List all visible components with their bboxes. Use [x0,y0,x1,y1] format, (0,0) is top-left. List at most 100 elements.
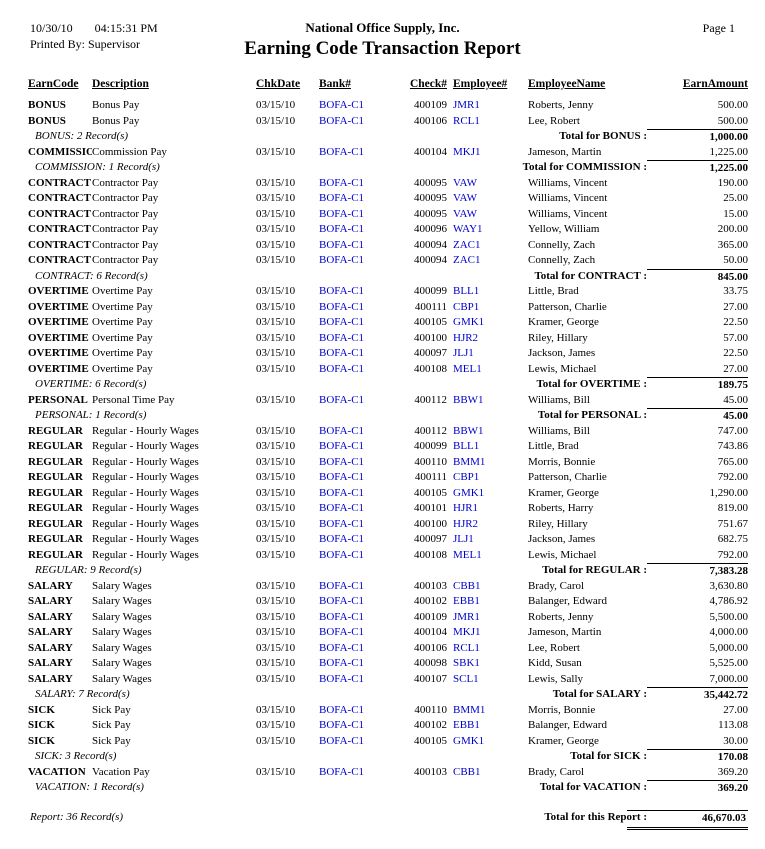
bank-link[interactable]: BOFA-C1 [319,719,365,731]
bank-link[interactable]: BOFA-C1 [319,300,365,313]
employee-number-link[interactable]: CBB1 [453,579,481,592]
description-cell: Sick Pay [92,703,131,716]
bank-link[interactable]: BOFA-C1 [319,207,365,220]
employee-number-link[interactable]: BLL1 [453,285,480,297]
employee-number-link[interactable]: GMK1 [453,316,485,328]
earn-code-cell: REGULAR [28,486,84,499]
bank-link[interactable]: BOFA-C1 [319,626,365,638]
employee-number-link[interactable]: CBP1 [453,300,480,313]
bank-link[interactable]: BOFA-C1 [319,455,365,468]
earn-code-cell: BONUS [28,114,66,127]
bank-link[interactable]: BOFA-C1 [319,486,365,499]
employee-number-link[interactable]: MEL1 [453,548,482,561]
bank-link[interactable]: BOFA-C1 [319,657,365,669]
check-date-cell: 03/15/10 [256,595,296,607]
bank-link[interactable]: BOFA-C1 [319,393,365,406]
employee-number-link[interactable]: JLJ1 [453,533,474,545]
col-earnamount: EarnAmount [682,78,748,90]
employee-number-link[interactable]: BBW1 [453,393,484,406]
bank-link[interactable]: BOFA-C1 [319,610,365,623]
employee-number-link[interactable]: VAW [453,176,477,189]
employee-number-link[interactable]: SCL1 [453,672,479,685]
bank-link[interactable]: BOFA-C1 [319,145,365,158]
bank-link[interactable]: BOFA-C1 [319,238,365,251]
employee-number-link[interactable]: ZAC1 [453,254,481,266]
bank-link[interactable]: BOFA-C1 [319,223,365,235]
employee-number-link[interactable]: GMK1 [453,486,485,499]
employee-number-link[interactable]: EBB1 [453,719,480,731]
employee-number-link[interactable]: CBB1 [453,765,481,778]
earn-code-cell: SALARY [28,626,73,638]
employee-number-link[interactable]: MKJ1 [453,626,481,638]
bank-link[interactable]: BOFA-C1 [319,502,365,514]
employee-number-link[interactable]: RCL1 [453,114,480,127]
bank-link[interactable]: BOFA-C1 [319,254,365,266]
bank-link[interactable]: BOFA-C1 [319,331,365,344]
earn-amount-cell: 27.00 [723,362,748,375]
bank-link[interactable]: BOFA-C1 [319,579,365,592]
employee-number-link[interactable]: GMK1 [453,734,485,747]
section-total-label: Total for PERSONAL : [537,409,647,421]
bank-link[interactable]: BOFA-C1 [319,765,365,778]
employee-number-link[interactable]: HJR2 [453,331,479,344]
employee-number-link[interactable]: BLL1 [453,440,480,452]
employee-name-cell: Lee, Robert [528,114,580,127]
transaction-row: REGULAR Regular - Hourly Wages 03/15/10 BOF… [28,424,748,440]
bank-link[interactable]: BOFA-C1 [319,176,365,189]
employee-name-cell: Little, Brad [528,285,579,297]
employee-number-link[interactable]: SBK1 [453,657,480,669]
bank-link[interactable]: BOFA-C1 [319,424,365,437]
employee-number-link[interactable]: EBB1 [453,595,480,607]
bank-link[interactable]: BOFA-C1 [319,99,365,111]
employee-number-link[interactable]: BMM1 [453,455,486,468]
bank-link[interactable]: BOFA-C1 [319,285,365,297]
employee-number-link[interactable]: RCL1 [453,641,480,654]
employee-number-link[interactable]: JMR1 [453,610,480,623]
bank-link[interactable]: BOFA-C1 [319,440,365,452]
col-earncode: EarnCode [28,78,79,90]
employee-name-cell: Brady, Carol [528,765,585,778]
bank-link[interactable]: BOFA-C1 [319,703,365,716]
bank-link[interactable]: BOFA-C1 [319,471,365,483]
bank-link[interactable]: BOFA-C1 [319,672,365,685]
transaction-row: OVERTIME Overtime Pay 03/15/10 BOFA-C1 40010… [28,362,748,378]
section-total-label: Total for OVERTIME : [536,378,647,390]
employee-number-link[interactable]: BMM1 [453,703,486,716]
bank-link[interactable]: BOFA-C1 [319,347,365,359]
section-record-count: CONTRACT: 6 Record(s) [35,269,148,282]
employee-number-link[interactable]: BBW1 [453,424,484,437]
employee-number-link[interactable]: HJR2 [453,517,479,530]
employee-number-link[interactable]: WAY1 [453,223,483,235]
description-cell: Overtime Pay [92,316,153,328]
printed-by: Printed By: Supervisor [30,37,140,51]
check-date-cell: 03/15/10 [256,424,296,437]
earn-code-cell: CONTRACT [28,176,91,189]
transaction-row: CONTRACT Contractor Pay 03/15/10 BOFA-C1 400… [28,222,748,238]
bank-link[interactable]: BOFA-C1 [319,548,365,561]
employee-number-link[interactable]: ZAC1 [453,238,481,251]
bank-link[interactable]: BOFA-C1 [319,316,365,328]
check-date-cell: 03/15/10 [256,610,296,623]
bank-link[interactable]: BOFA-C1 [319,533,365,545]
employee-number-link[interactable]: MKJ1 [453,145,481,158]
employee-number-link[interactable]: MEL1 [453,362,482,375]
employee-number-link[interactable]: JLJ1 [453,347,474,359]
employee-name-cell: Lewis, Michael [528,548,597,561]
bank-link[interactable]: BOFA-C1 [319,734,365,747]
description-cell: Commission Pay [92,145,167,158]
employee-number-link[interactable]: VAW [453,192,477,204]
description-cell: Personal Time Pay [92,393,175,406]
check-date-cell: 03/15/10 [256,362,296,375]
bank-link[interactable]: BOFA-C1 [319,641,365,654]
bank-link[interactable]: BOFA-C1 [319,362,365,375]
bank-link[interactable]: BOFA-C1 [319,595,365,607]
bank-link[interactable]: BOFA-C1 [319,114,365,127]
employee-number-link[interactable]: VAW [453,207,477,220]
employee-number-link[interactable]: CBP1 [453,471,480,483]
earn-amount-cell: 5,500.00 [709,610,749,623]
employee-number-link[interactable]: JMR1 [453,99,480,111]
bank-link[interactable]: BOFA-C1 [319,517,365,530]
earn-amount-cell: 747.00 [717,424,748,437]
employee-number-link[interactable]: HJR1 [453,502,479,514]
bank-link[interactable]: BOFA-C1 [319,192,365,204]
